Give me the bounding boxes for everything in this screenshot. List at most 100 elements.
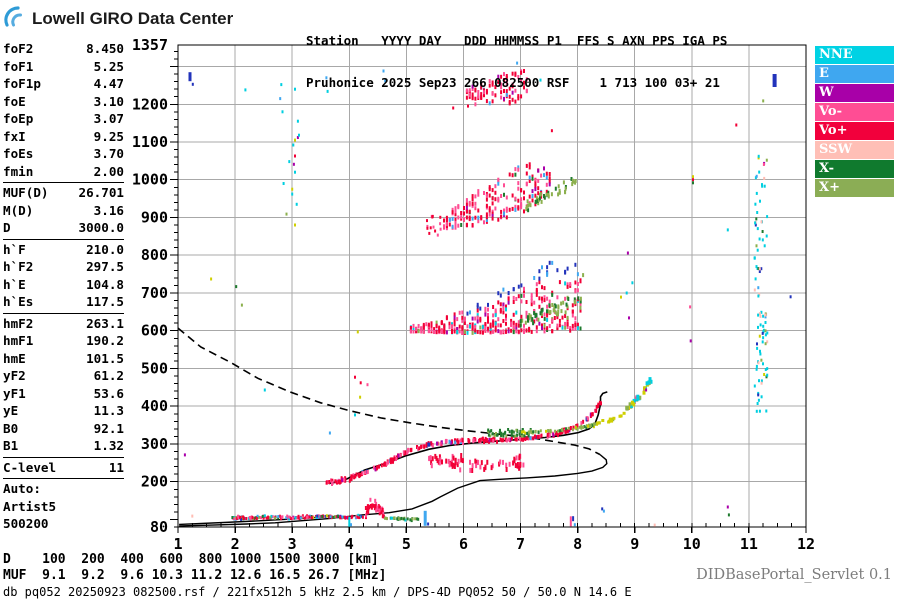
parameter-value: 101.5 (86, 350, 124, 366)
parameter-value: 3.16 (93, 202, 124, 218)
legend-item-X-: X- (815, 160, 894, 178)
svg-text:9: 9 (630, 535, 639, 553)
svg-text:500: 500 (141, 359, 168, 377)
scatter-cluster-third-hop (443, 162, 551, 231)
svg-text:3: 3 (288, 535, 297, 553)
parameter-value: 3000.0 (78, 220, 125, 235)
direction-legend: NNE E W Vo- Vo+ SSW X- X+ (815, 46, 894, 198)
scatter-cluster-es-spike (364, 497, 385, 520)
scatter-cluster-x-trace-yellow (593, 411, 626, 426)
scatter-cluster-third-hop-green (525, 177, 577, 213)
svg-text:900: 900 (141, 208, 168, 226)
header-values-line: Pruhonice 2025 Sep23 266 082500 RSF 1 71… (306, 75, 720, 90)
parameter-label: MUF(D) (3, 185, 49, 200)
parameter-row: B0 92.1 (3, 420, 124, 438)
parameter-value: 92.1 (93, 420, 124, 436)
svg-text:12: 12 (797, 535, 815, 553)
parameter-row: hmF1 190.2 (3, 332, 124, 350)
autoscaling-line: Auto: (3, 481, 41, 496)
parameter-label: yF2 (3, 368, 26, 383)
scatter-cluster-second-hop-green (519, 296, 582, 328)
parameter-row: fxI 9.25 (3, 128, 124, 146)
svg-text:800: 800 (141, 246, 168, 264)
parameter-label: h`E (3, 276, 26, 292)
parameter-label: fxI (3, 128, 26, 144)
parameter-row: foEp 3.07 (3, 110, 124, 128)
parameters-panel: foF2 8.450 foF1 5.25 foF1p 4.47 foE 3.10 foEp 3.0… (3, 39, 124, 535)
parameter-row: foE 3.10 (3, 93, 124, 111)
dmuf-row-MUF: MUF 9.1 9.2 9.6 10.3 11.2 12.6 16.5 26.7… (3, 568, 387, 583)
scatter-cluster-x-trace-band (520, 422, 595, 435)
parameter-label: B0 (3, 420, 19, 436)
station-header: Station YYYY DAY DDD HHMMSS P1 FFS S AXN… (306, 6, 727, 118)
parameter-value: 8.450 (86, 41, 124, 56)
parameter-row: foF1p 4.47 (3, 75, 124, 93)
distance-muf-table: D 100 200 400 600 800 1000 1500 3000 [km… (3, 552, 387, 584)
scatter-cluster-scatter-column-11mhz (753, 154, 769, 413)
parameter-label: foE (3, 93, 26, 109)
parameter-value: 3.70 (93, 146, 124, 161)
svg-text:6: 6 (459, 535, 468, 553)
scatter-cluster-f-spread-below (428, 453, 525, 473)
parameter-row: D 3000.0 (3, 219, 124, 237)
parameter-value: 263.1 (86, 315, 124, 331)
svg-text:1200: 1200 (132, 95, 168, 113)
plot-ticks (170, 50, 807, 533)
parameter-label: h`Es (3, 294, 34, 309)
svg-text:400: 400 (141, 397, 168, 415)
parameter-value: 117.5 (86, 294, 124, 309)
parameter-label: h`F (3, 241, 26, 257)
parameter-label: foEp (3, 111, 34, 126)
autoscaling-line: Artist5 (3, 498, 57, 514)
scatter-strays (183, 61, 792, 527)
svg-text:700: 700 (141, 284, 168, 302)
parameter-group: MUF(D) 26.701 M(D) 3.16 D 3000.0 (3, 182, 124, 239)
parameter-value: 11 (108, 459, 124, 475)
parameter-label: h`F2 (3, 259, 34, 274)
parameter-row: yE 11.3 (3, 402, 124, 420)
autoscaling-line: 500200 (3, 516, 49, 531)
parameter-label: D (3, 220, 11, 235)
parameter-label: yF1 (3, 385, 26, 401)
parameter-row: B1 1.32 (3, 437, 124, 455)
parameter-label: hmE (3, 350, 26, 366)
parameter-label: foF1p (3, 76, 41, 91)
parameter-value: 297.5 (86, 259, 124, 274)
scatter-cluster-fourth-hop (465, 69, 528, 107)
parameter-row: foEs 3.70 (3, 145, 124, 163)
svg-text:7: 7 (516, 535, 525, 553)
parameter-label: foEs (3, 146, 34, 161)
parameter-value: 53.6 (93, 385, 124, 401)
svg-text:200: 200 (141, 473, 168, 491)
curve-transmission-nose-return (179, 453, 608, 527)
parameter-row: h`F2 297.5 (3, 258, 124, 276)
record-info-line: db pq052 20250923 082500.rsf / 221fx512h… (3, 585, 632, 599)
svg-text:4: 4 (345, 535, 354, 553)
logo: Lowell GIRO Data Center (4, 5, 233, 32)
parameter-group: h`F 210.0 h`F2 297.5 h`E 104.8 h`Es 117.5 (3, 238, 124, 313)
autoscaling-info: Auto: Artist5 500200 (3, 478, 124, 535)
parameter-label: C-level (3, 459, 57, 475)
legend-item-W: W (815, 84, 894, 102)
parameter-row: yF1 53.6 (3, 385, 124, 403)
parameter-label: yE (3, 403, 19, 418)
parameter-row: C-level 11 (3, 459, 124, 477)
svg-text:5: 5 (402, 535, 411, 553)
parameter-group: C-level 11 (3, 456, 124, 479)
parameter-value: 210.0 (86, 241, 124, 257)
parameter-value: 190.2 (86, 333, 124, 348)
dmuf-row-D: D 100 200 400 600 800 1000 1500 3000 [km… (3, 552, 379, 567)
parameter-value: 3.07 (93, 111, 124, 126)
parameter-row: h`E 104.8 (3, 276, 124, 294)
legend-item-NNE: NNE (815, 46, 894, 64)
parameter-label: foF2 (3, 41, 34, 56)
svg-text:1000: 1000 (132, 171, 168, 189)
scatter-cluster-x-trace-tail (625, 377, 653, 411)
parameter-value: 2.00 (93, 163, 124, 179)
y-axis-labels: 1357 1200 1100 1000 900 800 700 600 500 400 300 200… (132, 36, 168, 536)
parameter-value: 11.3 (93, 403, 124, 418)
legend-item-SSW: SSW (815, 141, 894, 159)
parameter-value: 26.701 (78, 185, 125, 200)
